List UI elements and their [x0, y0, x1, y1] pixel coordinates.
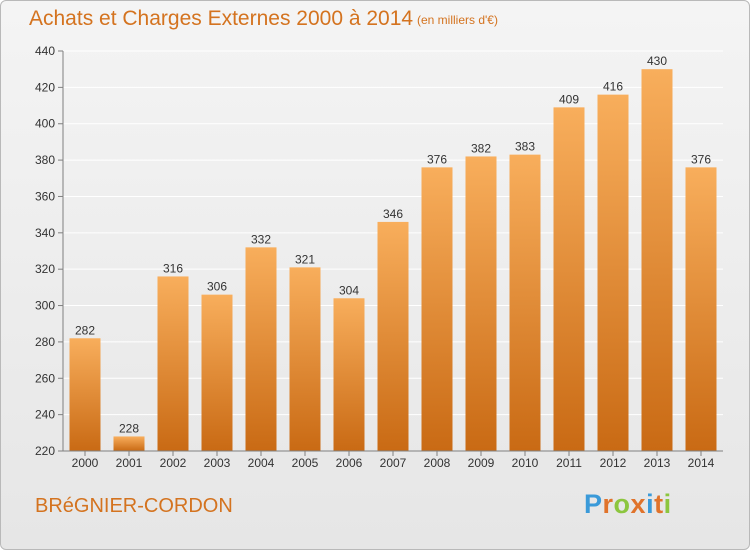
x-tick-label: 2005: [292, 456, 319, 470]
x-tick-label: 2011: [556, 456, 582, 470]
bar-2001: [113, 436, 145, 451]
value-label: 430: [647, 54, 667, 68]
x-tick-label: 2001: [116, 456, 143, 470]
value-label: 376: [691, 152, 711, 166]
bar-2003: [201, 294, 233, 451]
value-label: 316: [163, 261, 183, 275]
bar-2010: [509, 154, 541, 452]
logo-letter: t: [654, 489, 664, 519]
x-tick-label: 2014: [688, 456, 715, 470]
y-tick-label: 280: [35, 335, 55, 349]
bar-2004: [245, 247, 277, 451]
bar-2013: [641, 69, 673, 451]
bar-2000: [69, 338, 101, 451]
logo-letter: o: [613, 489, 631, 519]
y-tick-label: 320: [35, 262, 55, 276]
value-label: 416: [603, 80, 623, 94]
x-tick-label: 2003: [204, 456, 231, 470]
y-tick-label: 220: [35, 444, 55, 458]
x-tick-label: 2000: [72, 456, 99, 470]
value-label: 282: [75, 323, 95, 337]
logo-letter: r: [602, 489, 614, 519]
y-tick-label: 260: [35, 371, 55, 385]
commune-name: BRéGNIER-CORDON: [35, 495, 233, 517]
x-tick-label: 2012: [600, 456, 627, 470]
bar-2007: [377, 221, 409, 451]
logo-letter: x: [630, 489, 647, 519]
value-label: 376: [427, 152, 447, 166]
x-tick-label: 2009: [468, 456, 495, 470]
bar-2014: [685, 167, 717, 451]
bar-2009: [465, 156, 497, 452]
x-tick-label: 2010: [512, 456, 539, 470]
bar-2002: [157, 276, 189, 451]
y-tick-label: 380: [35, 153, 55, 167]
bar-2006: [333, 298, 365, 451]
value-label: 382: [471, 141, 491, 155]
value-label: 306: [207, 280, 227, 294]
y-tick-label: 360: [35, 189, 55, 203]
x-tick-label: 2013: [644, 456, 671, 470]
value-label: 346: [383, 207, 403, 221]
y-tick-label: 300: [35, 299, 55, 313]
x-tick-label: 2006: [336, 456, 363, 470]
proxiti-logo[interactable]: Proxiti: [584, 489, 672, 520]
logo-letter: i: [663, 489, 672, 519]
bar-2012: [597, 94, 629, 452]
x-tick-label: 2008: [424, 456, 451, 470]
logo-letter: i: [646, 489, 655, 519]
bar-2005: [289, 267, 321, 451]
bar-2008: [421, 167, 453, 451]
x-tick-label: 2004: [248, 456, 275, 470]
value-label: 304: [339, 283, 359, 297]
x-tick-label: 2007: [380, 456, 407, 470]
y-tick-label: 440: [35, 44, 55, 58]
y-tick-label: 340: [35, 226, 55, 240]
value-label: 409: [559, 92, 579, 106]
logo-letter: P: [584, 489, 603, 519]
y-tick-label: 420: [35, 80, 55, 94]
chart-title: Achats et Charges Externes 2000 à 2014: [29, 7, 414, 30]
value-label: 383: [515, 140, 535, 154]
chart-subtitle: (en milliers d'€): [417, 13, 498, 27]
bar-2011: [553, 107, 585, 451]
x-tick-label: 2002: [160, 456, 187, 470]
value-label: 332: [251, 232, 271, 246]
value-label: 228: [119, 421, 139, 435]
value-label: 321: [295, 252, 315, 266]
y-tick-label: 400: [35, 117, 55, 131]
y-tick-label: 240: [35, 408, 55, 422]
